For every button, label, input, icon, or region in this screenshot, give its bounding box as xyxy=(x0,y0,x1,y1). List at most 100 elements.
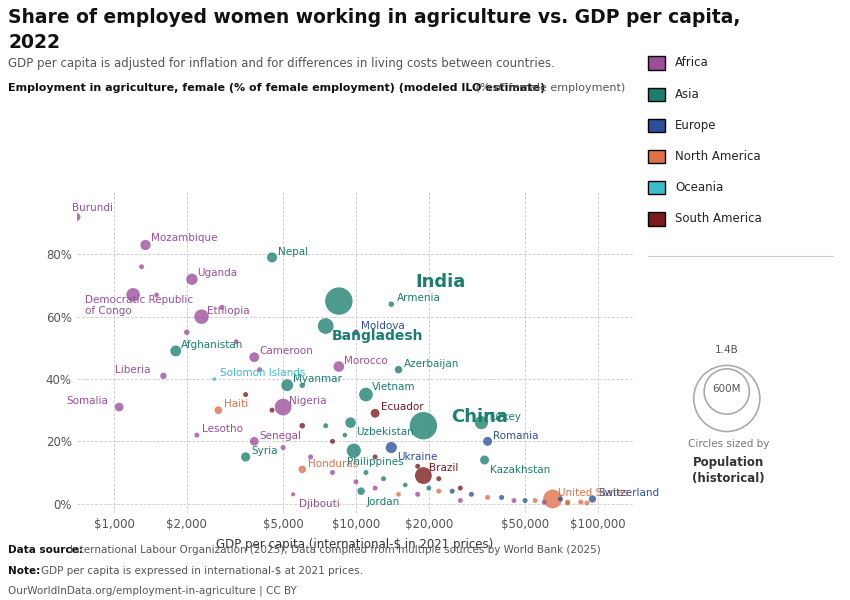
Point xyxy=(156,371,170,380)
Point xyxy=(338,430,352,440)
Text: OurWorldInData.org/employment-in-agriculture | CC BY: OurWorldInData.org/employment-in-agricul… xyxy=(8,586,298,596)
Text: Liberia: Liberia xyxy=(115,365,150,375)
Point xyxy=(507,496,521,505)
Point xyxy=(347,446,360,455)
Text: Lesotho: Lesotho xyxy=(202,424,243,434)
Point xyxy=(481,437,495,446)
Text: Cameroon: Cameroon xyxy=(260,346,314,356)
Text: Ethiopia: Ethiopia xyxy=(207,306,250,316)
Text: (% of female employment): (% of female employment) xyxy=(472,83,625,93)
Text: Mozambique: Mozambique xyxy=(151,233,218,243)
Text: Syria: Syria xyxy=(252,446,278,456)
Point xyxy=(384,299,398,309)
Point xyxy=(319,321,332,331)
Point xyxy=(135,262,149,272)
Text: Circles sized by: Circles sized by xyxy=(688,439,769,449)
Point xyxy=(495,493,508,502)
Point xyxy=(465,490,479,499)
Text: Djibouti: Djibouti xyxy=(298,499,339,509)
Text: Data source:: Data source: xyxy=(8,545,87,555)
Text: Senegal: Senegal xyxy=(260,431,302,440)
Point xyxy=(70,212,83,222)
Point xyxy=(265,406,279,415)
Point xyxy=(319,421,332,431)
Point xyxy=(368,483,382,493)
Text: Azerbaijan: Azerbaijan xyxy=(404,359,460,369)
Text: Ecuador: Ecuador xyxy=(381,403,423,412)
Text: 1.4B: 1.4B xyxy=(715,345,739,355)
Point xyxy=(239,452,252,462)
Point xyxy=(432,474,445,484)
Point xyxy=(474,418,488,427)
Point xyxy=(553,494,567,504)
Point xyxy=(546,494,559,504)
Point xyxy=(127,290,140,299)
Point xyxy=(343,418,357,427)
Point xyxy=(411,490,424,499)
Point xyxy=(586,494,599,504)
Point xyxy=(561,497,575,507)
Point xyxy=(150,290,163,299)
Text: Turkey: Turkey xyxy=(487,412,521,422)
Text: India: India xyxy=(416,273,466,291)
Point xyxy=(580,498,593,508)
Point xyxy=(416,421,430,431)
Text: Africa: Africa xyxy=(675,56,709,70)
Point xyxy=(326,437,339,446)
Text: Nepal: Nepal xyxy=(278,247,308,257)
Point xyxy=(332,296,346,306)
Point xyxy=(432,487,445,496)
Text: Switzerland: Switzerland xyxy=(598,488,660,498)
Point xyxy=(392,365,405,374)
Point xyxy=(265,253,279,262)
Text: 2022: 2022 xyxy=(8,33,60,52)
Text: Afghanistan: Afghanistan xyxy=(181,340,244,350)
Point xyxy=(296,464,309,474)
Text: Share of employed women working in agriculture vs. GDP per capita,: Share of employed women working in agric… xyxy=(8,8,741,27)
Text: Employment in agriculture, female (% of female employment) (modeled ILO estimate: Employment in agriculture, female (% of … xyxy=(8,83,546,93)
Point xyxy=(296,380,309,390)
Point xyxy=(399,480,412,490)
Text: Note:: Note: xyxy=(8,566,44,576)
Point xyxy=(392,490,405,499)
Text: Somalia: Somalia xyxy=(66,396,108,406)
Point xyxy=(561,498,575,508)
Point xyxy=(180,328,194,337)
Point xyxy=(368,409,382,418)
Text: Morocco: Morocco xyxy=(344,356,388,366)
Text: (historical): (historical) xyxy=(692,472,765,485)
Text: Brazil: Brazil xyxy=(429,463,458,473)
Point xyxy=(195,312,208,322)
Text: United States: United States xyxy=(558,488,629,498)
Point xyxy=(112,402,126,412)
Point xyxy=(574,497,587,507)
Text: Kazakhstan: Kazakhstan xyxy=(490,464,550,475)
Text: Armenia: Armenia xyxy=(397,293,440,304)
Text: 600M: 600M xyxy=(712,384,741,394)
Point xyxy=(411,461,424,471)
Text: Romania: Romania xyxy=(493,431,539,440)
Text: Uzbekistan: Uzbekistan xyxy=(356,427,414,437)
Text: Uganda: Uganda xyxy=(197,268,238,278)
X-axis label: GDP per capita (international-$ in 2021 prices): GDP per capita (international-$ in 2021 … xyxy=(216,538,494,551)
Point xyxy=(368,452,382,462)
Point xyxy=(349,477,363,487)
Point xyxy=(286,490,300,499)
Text: Our World
in Data: Our World in Data xyxy=(702,6,773,35)
Point xyxy=(212,406,225,415)
Point xyxy=(422,483,435,493)
Point xyxy=(349,328,363,337)
Text: Jordan: Jordan xyxy=(366,497,400,507)
Text: China: China xyxy=(451,407,508,425)
Point xyxy=(481,493,495,502)
Point xyxy=(190,430,204,440)
Text: Ukraine: Ukraine xyxy=(397,452,437,462)
Point xyxy=(332,362,346,371)
Point xyxy=(169,346,183,356)
Text: Oceania: Oceania xyxy=(675,181,723,194)
Text: Myanmar: Myanmar xyxy=(292,374,342,385)
Point xyxy=(478,455,491,465)
Point xyxy=(360,467,373,477)
Text: South America: South America xyxy=(675,212,762,226)
Point xyxy=(207,374,221,384)
